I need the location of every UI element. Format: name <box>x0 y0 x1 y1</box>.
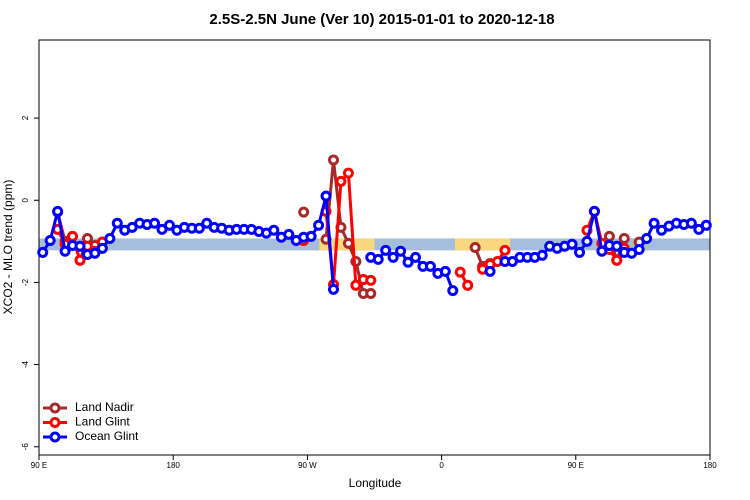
series-marker <box>387 251 399 263</box>
y-tick-label: 2 <box>21 115 30 120</box>
series-marker <box>327 283 339 295</box>
series-marker <box>298 206 310 218</box>
series-marker <box>588 205 600 217</box>
y-tick-label: 0 <box>21 197 30 202</box>
series-marker <box>74 240 86 252</box>
series-marker <box>327 154 339 166</box>
series-marker <box>52 205 64 217</box>
y-axis-label: XCO2 - MLO trend (ppm) <box>1 180 15 315</box>
x-axis-label: Longitude <box>349 476 402 490</box>
series-marker <box>163 219 175 231</box>
series-marker <box>447 285 459 297</box>
x-tick-label: 90 E <box>31 461 47 470</box>
series-marker <box>611 240 623 252</box>
series-marker <box>566 238 578 250</box>
series-marker <box>395 245 407 257</box>
series-marker <box>596 245 608 257</box>
series-marker <box>365 288 377 300</box>
x-tick-label: 90 E <box>568 461 584 470</box>
series-marker <box>313 219 325 231</box>
y-tick-label: -2 <box>21 278 30 286</box>
series-marker <box>603 230 615 242</box>
series-marker <box>641 232 653 244</box>
series-marker <box>149 217 161 229</box>
series-marker <box>283 228 295 240</box>
series-marker <box>424 260 436 272</box>
legend-label: Land Glint <box>75 415 130 429</box>
x-tick-label: 180 <box>703 461 717 470</box>
series-marker <box>96 242 108 254</box>
series-marker <box>454 266 466 278</box>
y-tick-label: -4 <box>21 361 30 369</box>
series-marker <box>469 242 481 253</box>
series-marker <box>104 232 116 244</box>
series-marker <box>402 256 414 268</box>
series-marker <box>685 217 697 229</box>
land-span <box>455 238 511 251</box>
series-marker <box>499 244 511 256</box>
chart-title: 2.5S-2.5N June (Ver 10) 2015-01-01 to 20… <box>209 11 554 28</box>
series-marker <box>89 247 101 259</box>
series-marker <box>193 222 205 234</box>
series-marker <box>342 237 354 249</box>
series-marker <box>44 235 56 247</box>
series-marker <box>67 230 79 242</box>
series-marker <box>536 249 548 261</box>
series-marker <box>410 251 422 263</box>
series-marker <box>335 175 347 187</box>
series-marker <box>439 265 451 277</box>
series-marker <box>484 265 496 277</box>
series-marker <box>342 167 354 179</box>
legend-label: Land Nadir <box>75 400 134 414</box>
series-marker <box>700 219 712 231</box>
series-marker <box>574 246 586 258</box>
plot-frame <box>38 39 711 456</box>
series-marker <box>611 254 623 266</box>
series-marker <box>74 254 86 266</box>
series-marker <box>365 274 377 286</box>
series-marker <box>380 244 392 256</box>
legend-marker <box>49 417 61 428</box>
series-marker <box>618 232 630 244</box>
x-tick-label: 90 W <box>298 461 317 470</box>
series-marker <box>111 217 123 229</box>
series-marker <box>350 279 362 291</box>
series-marker <box>581 235 593 247</box>
series-marker <box>372 253 384 265</box>
x-tick-label: 180 <box>167 461 181 470</box>
x-tick-label: 0 <box>439 461 444 470</box>
y-tick-label: -6 <box>21 443 30 451</box>
series-marker <box>268 224 280 236</box>
series-marker <box>633 244 645 256</box>
series-marker <box>320 190 332 202</box>
series-marker <box>648 217 660 229</box>
series-marker <box>59 245 71 257</box>
legend-marker <box>49 402 61 414</box>
legend-marker <box>49 431 61 443</box>
legend-label: Ocean Glint <box>75 429 139 443</box>
series-marker <box>37 246 49 258</box>
series-marker <box>462 279 474 291</box>
series-marker <box>305 230 317 242</box>
